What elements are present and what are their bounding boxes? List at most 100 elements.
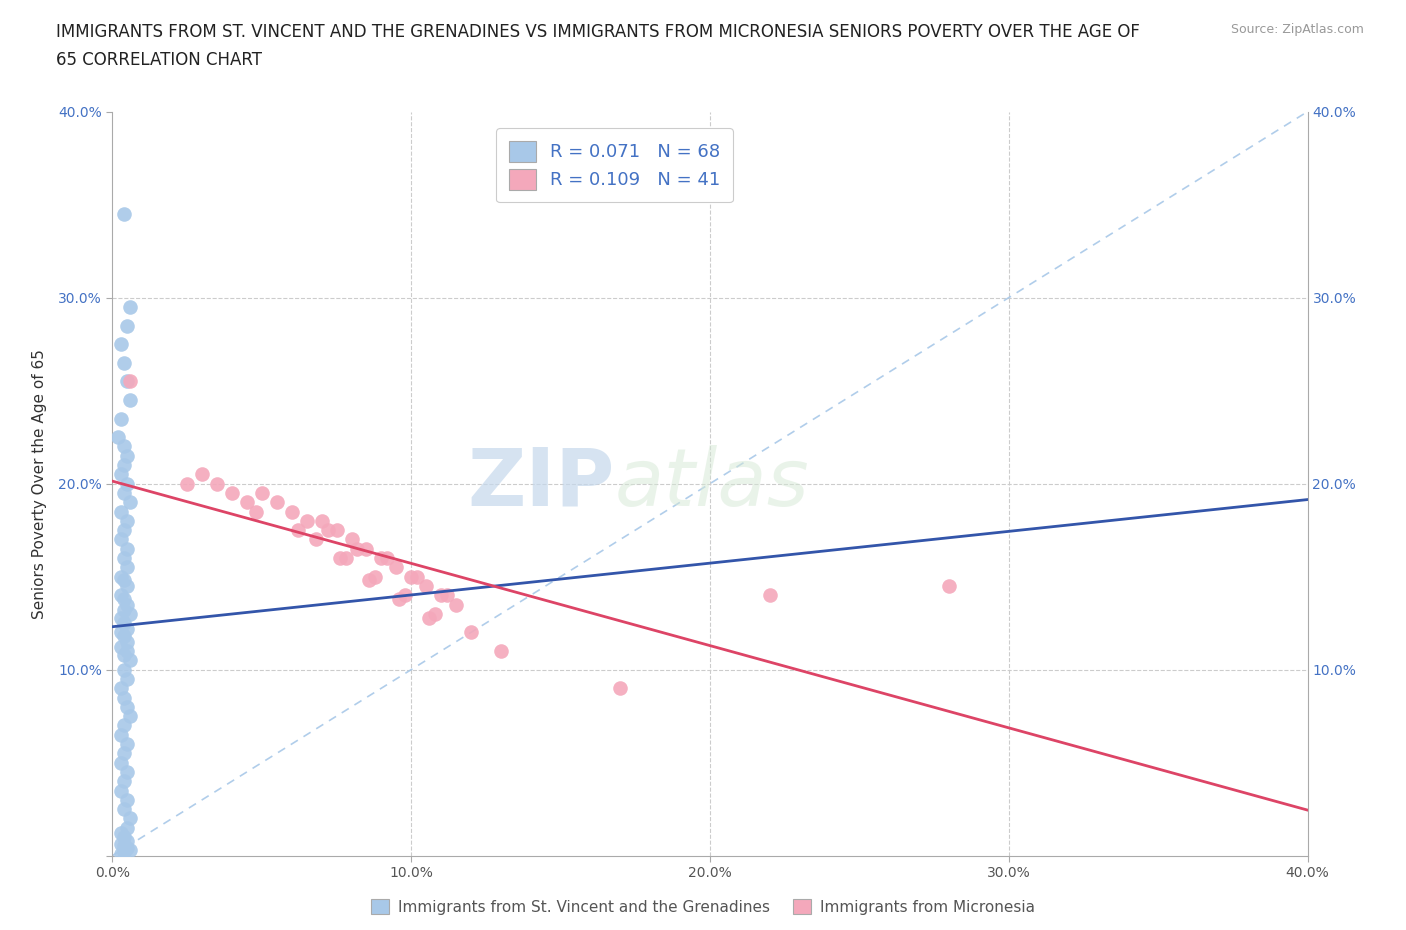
Point <box>114 551 135 565</box>
Point <box>110 337 132 352</box>
Point <box>114 802 135 817</box>
Point <box>114 355 135 370</box>
Point <box>110 640 132 655</box>
Point <box>114 206 135 221</box>
Point <box>120 606 142 621</box>
Point <box>114 844 135 859</box>
Point <box>236 495 259 510</box>
Point <box>114 523 135 538</box>
Point <box>114 746 135 761</box>
Text: Source: ZipAtlas.com: Source: ZipAtlas.com <box>1230 23 1364 36</box>
Point <box>305 532 328 547</box>
Point <box>120 709 142 724</box>
Point <box>191 467 214 482</box>
Point <box>250 485 273 500</box>
Point <box>245 504 267 519</box>
Point <box>110 727 132 742</box>
Point <box>114 647 135 662</box>
Point <box>335 551 357 565</box>
Point <box>114 774 135 789</box>
Point <box>356 541 378 556</box>
Point <box>117 374 139 389</box>
Point <box>114 439 135 454</box>
Point <box>120 811 142 826</box>
Point <box>117 541 139 556</box>
Point <box>359 573 381 588</box>
Point <box>114 458 135 472</box>
Point <box>114 603 135 618</box>
Point <box>110 846 132 861</box>
Point <box>176 476 198 491</box>
Point <box>340 532 363 547</box>
Point <box>114 830 135 844</box>
Point <box>364 569 387 584</box>
Point <box>117 699 139 714</box>
Point <box>114 718 135 733</box>
Point <box>110 467 132 482</box>
Point <box>120 843 142 857</box>
Point <box>117 833 139 848</box>
Point <box>117 644 139 658</box>
Point <box>117 764 139 779</box>
Point <box>114 616 135 631</box>
Point <box>110 681 132 696</box>
Point <box>370 551 392 565</box>
Point <box>316 523 339 538</box>
Point <box>117 578 139 593</box>
Point <box>120 392 142 407</box>
Point <box>221 485 243 500</box>
Point <box>388 591 411 606</box>
Point <box>117 597 139 612</box>
Legend: R = 0.071   N = 68, R = 0.109   N = 41: R = 0.071 N = 68, R = 0.109 N = 41 <box>496 128 733 203</box>
Point <box>759 588 782 603</box>
Point <box>385 560 408 575</box>
Text: IMMIGRANTS FROM ST. VINCENT AND THE GRENADINES VS IMMIGRANTS FROM MICRONESIA SEN: IMMIGRANTS FROM ST. VINCENT AND THE GREN… <box>56 23 1140 41</box>
Point <box>117 513 139 528</box>
Point <box>120 374 142 389</box>
Point <box>325 523 347 538</box>
Point <box>346 541 368 556</box>
Point <box>430 588 453 603</box>
Point <box>114 690 135 705</box>
Point <box>117 560 139 575</box>
Legend: Immigrants from St. Vincent and the Grenadines, Immigrants from Micronesia: Immigrants from St. Vincent and the Gren… <box>363 891 1043 923</box>
Point <box>114 839 135 854</box>
Point <box>110 569 132 584</box>
Point <box>489 644 512 658</box>
Point <box>425 606 447 621</box>
Point <box>117 792 139 807</box>
Point <box>110 826 132 841</box>
Point <box>938 578 960 593</box>
Point <box>117 448 139 463</box>
Y-axis label: Seniors Poverty Over the Age of 65: Seniors Poverty Over the Age of 65 <box>32 349 46 618</box>
Point <box>609 681 631 696</box>
Point <box>295 513 318 528</box>
Point <box>394 588 416 603</box>
Point <box>266 495 288 510</box>
Point <box>460 625 482 640</box>
Point <box>117 621 139 636</box>
Point <box>114 629 135 644</box>
Point <box>110 504 132 519</box>
Point <box>377 551 399 565</box>
Point <box>415 578 437 593</box>
Point <box>120 495 142 510</box>
Point <box>110 610 132 625</box>
Point <box>401 569 423 584</box>
Point <box>444 597 467 612</box>
Point <box>117 634 139 649</box>
Point <box>114 662 135 677</box>
Point <box>110 837 132 852</box>
Text: 65 CORRELATION CHART: 65 CORRELATION CHART <box>56 51 263 69</box>
Point <box>120 299 142 314</box>
Point <box>110 411 132 426</box>
Point <box>120 653 142 668</box>
Point <box>117 318 139 333</box>
Point <box>110 783 132 798</box>
Point <box>287 523 309 538</box>
Point <box>117 841 139 856</box>
Point <box>107 430 129 445</box>
Point <box>110 588 132 603</box>
Point <box>329 551 352 565</box>
Point <box>110 625 132 640</box>
